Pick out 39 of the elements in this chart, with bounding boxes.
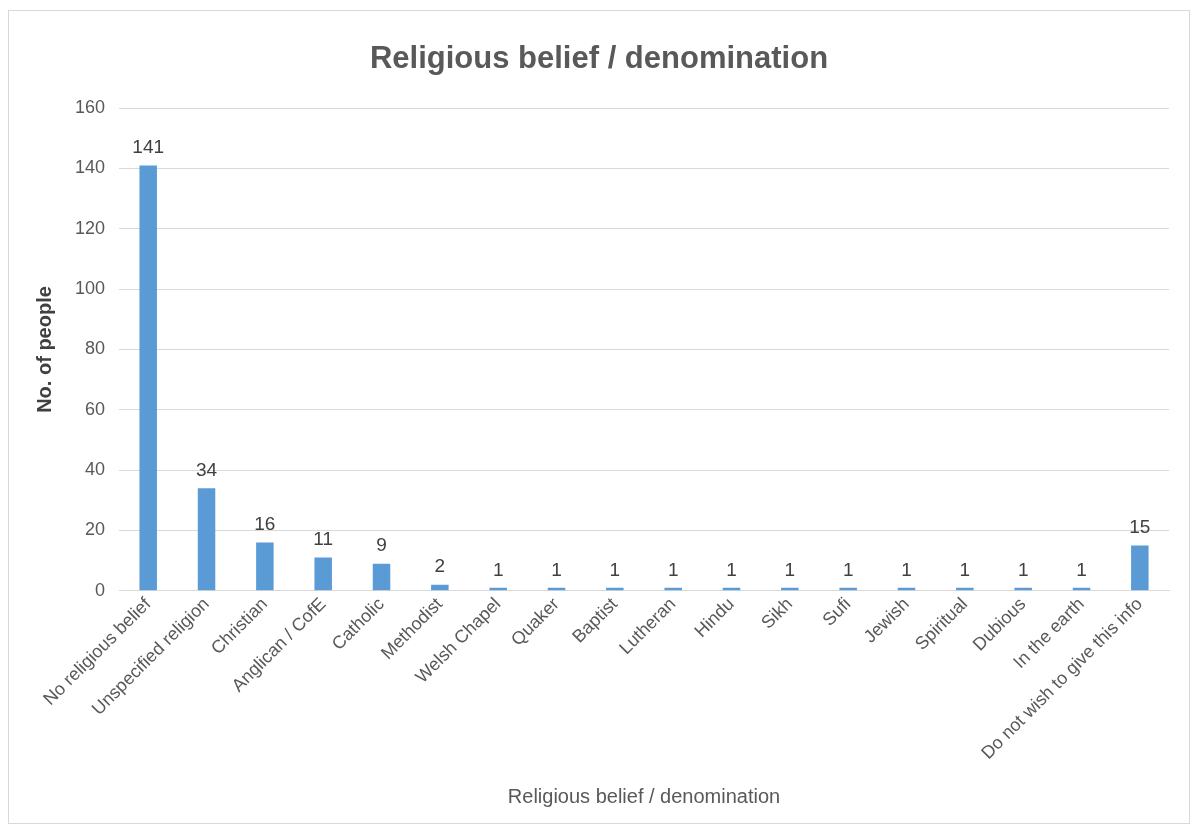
data-label: 1	[667, 558, 679, 580]
data-label: 11	[313, 528, 334, 550]
bar	[431, 584, 449, 591]
bar	[139, 165, 157, 591]
x-tick-label: Sufi	[818, 593, 855, 630]
bar	[372, 563, 391, 591]
bar	[197, 488, 216, 591]
x-tick-label: Sikh	[757, 593, 797, 633]
data-label: 1	[842, 558, 854, 580]
bar	[314, 557, 332, 591]
data-label: 1	[901, 558, 912, 580]
bar	[1131, 545, 1149, 591]
y-tick-label: 40	[85, 459, 106, 480]
y-tick-label: 0	[95, 579, 106, 600]
x-axis-title: Religious belief / denomination	[507, 784, 781, 807]
y-tick-label: 120	[74, 217, 106, 238]
data-label: 9	[376, 534, 387, 556]
data-label: 1	[1017, 558, 1029, 580]
data-label: 16	[254, 513, 276, 535]
data-label: 1	[609, 558, 621, 580]
data-label: 2	[434, 555, 446, 577]
chart-title: Religious belief / denomination	[369, 40, 829, 76]
y-tick-label: 60	[85, 398, 106, 419]
y-tick-label: 160	[74, 97, 106, 118]
data-label: 1	[1076, 558, 1087, 580]
y-tick-label: 20	[85, 519, 106, 540]
data-label: 15	[1129, 516, 1151, 538]
data-label: 34	[195, 458, 218, 480]
data-label: 1	[784, 558, 796, 580]
data-label: 1	[492, 558, 504, 580]
data-label: 141	[132, 136, 165, 158]
data-label: 1	[959, 558, 971, 580]
bar	[256, 542, 274, 591]
y-tick-label: 140	[74, 157, 106, 178]
y-axis-title: No. of people	[32, 286, 55, 413]
y-tick-label: 80	[85, 338, 106, 359]
data-label: 1	[726, 558, 737, 580]
data-label: 1	[551, 558, 562, 580]
y-tick-label: 100	[74, 278, 106, 299]
